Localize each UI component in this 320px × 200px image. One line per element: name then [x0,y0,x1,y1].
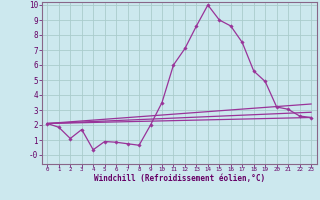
X-axis label: Windchill (Refroidissement éolien,°C): Windchill (Refroidissement éolien,°C) [94,174,265,183]
